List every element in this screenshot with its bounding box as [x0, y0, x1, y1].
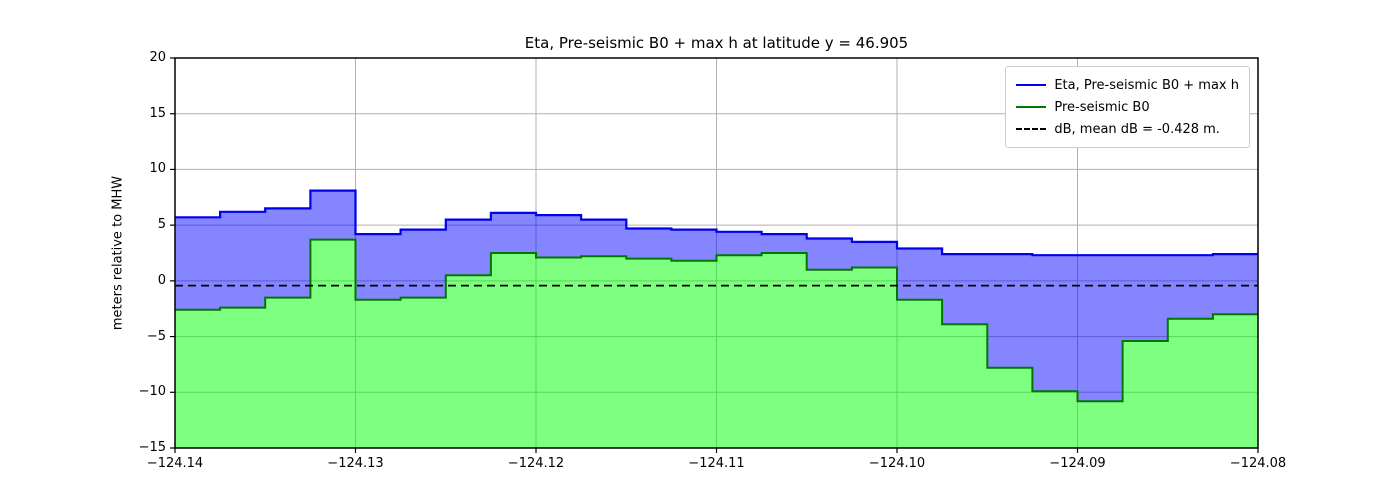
b0-line-sample-icon [1016, 106, 1047, 108]
y-axis-label: meters relative to MHW [110, 175, 126, 331]
y-tick-label: 20 [149, 50, 166, 65]
y-tick-label: −5 [146, 328, 166, 344]
db-line-sample-icon [1016, 128, 1047, 130]
x-tick-label: −124.11 [688, 456, 745, 471]
legend-entry-db: dB, mean dB = -0.428 m. [1016, 118, 1239, 140]
eta-area [175, 190, 1258, 402]
chart-title: Eta, Pre-seismic B0 + max h at latitude … [524, 34, 909, 52]
eta-line [175, 189, 1258, 257]
y-tick-label: 5 [157, 217, 166, 233]
y-tick-label: 15 [149, 105, 166, 121]
x-tick-label: −124.12 [507, 456, 565, 471]
x-tick-label: −124.09 [1049, 456, 1106, 471]
x-tick-label: −124.08 [1229, 456, 1287, 471]
eta-line-sample-icon [1016, 84, 1047, 86]
x-tick-label: −124.14 [146, 456, 204, 471]
y-tick-label: 10 [149, 161, 166, 177]
legend-label-eta: Eta, Pre-seismic B0 + max h [1054, 77, 1239, 93]
y-tick-label: −10 [138, 384, 166, 400]
y-tick-label: −15 [138, 440, 166, 455]
legend-entry-b0: Pre-seismic B0 [1016, 96, 1239, 118]
legend-entry-eta: Eta, Pre-seismic B0 + max h [1016, 74, 1239, 96]
x-tick-label: −124.13 [327, 456, 384, 471]
y-tick-label: 0 [157, 272, 166, 288]
x-tick-label: −124.10 [868, 456, 926, 471]
legend-label-b0: Pre-seismic B0 [1054, 99, 1150, 115]
legend: Eta, Pre-seismic B0 + max h Pre-seismic … [1005, 66, 1250, 148]
legend-label-db: dB, mean dB = -0.428 m. [1054, 121, 1220, 137]
b0-line [175, 238, 1258, 403]
b0-area [175, 239, 1258, 448]
